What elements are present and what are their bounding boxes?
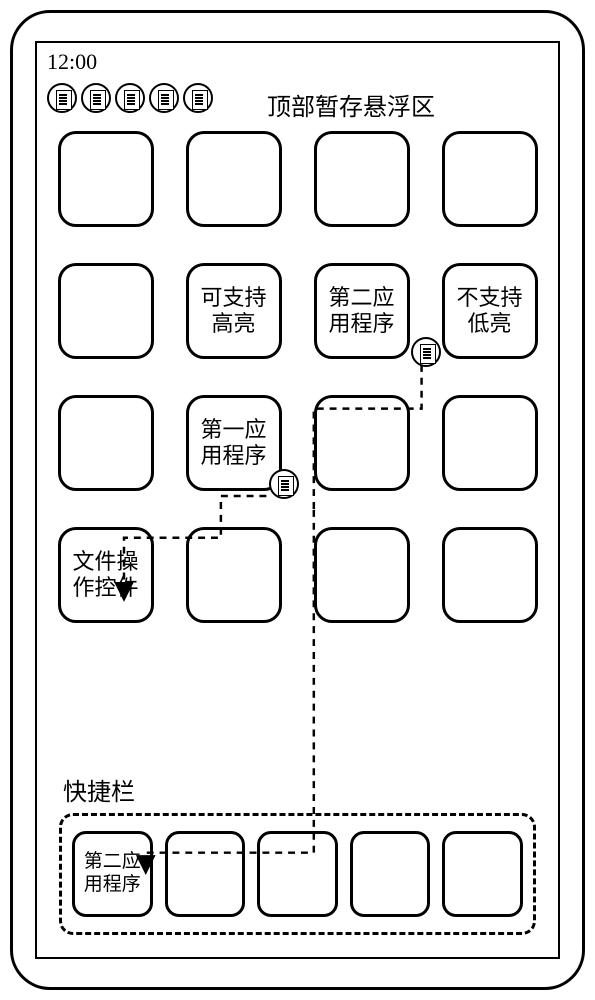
quickbar-item[interactable] — [257, 831, 338, 917]
app-icon-highlight-support[interactable]: 可支持高亮 — [186, 263, 282, 359]
status-time: 12:00 — [47, 49, 97, 75]
app-grid: 可支持高亮 第二应用程序 不支持低亮 第一应用程序 文件操作控件 — [37, 131, 558, 659]
quickbar-item-second-app[interactable]: 第二应用程序 — [72, 831, 153, 917]
top-doc-row — [47, 83, 213, 113]
quickbar-label: 快捷栏 — [63, 772, 135, 807]
app-icon[interactable] — [58, 131, 154, 227]
doc-icon[interactable] — [115, 83, 145, 113]
quickbar-item[interactable] — [165, 831, 246, 917]
device-frame: 12:00 顶部暂存悬浮区 可支持高亮 第二应用程序 不支持低亮 — [10, 10, 585, 990]
app-icon[interactable] — [442, 527, 538, 623]
top-float-label: 顶部暂存悬浮区 — [267, 87, 435, 122]
app-icon[interactable] — [314, 131, 410, 227]
screen: 12:00 顶部暂存悬浮区 可支持高亮 第二应用程序 不支持低亮 — [35, 41, 560, 959]
app-icon[interactable] — [58, 263, 154, 359]
app-icon[interactable] — [314, 395, 410, 491]
app-icon[interactable] — [186, 527, 282, 623]
drag-doc-icon[interactable] — [269, 469, 299, 499]
app-icon-file-op-control[interactable]: 文件操作控件 — [58, 527, 154, 623]
quickbar: 第二应用程序 — [59, 813, 536, 935]
app-icon[interactable] — [314, 527, 410, 623]
drag-doc-icon[interactable] — [411, 337, 441, 367]
app-icon-second-app[interactable]: 第二应用程序 — [314, 263, 410, 359]
grid-row: 可支持高亮 第二应用程序 不支持低亮 — [37, 263, 558, 359]
grid-row: 文件操作控件 — [37, 527, 558, 623]
doc-icon[interactable] — [81, 83, 111, 113]
grid-row — [37, 131, 558, 227]
app-icon[interactable] — [442, 395, 538, 491]
app-icon-first-app[interactable]: 第一应用程序 — [186, 395, 282, 491]
app-icon[interactable] — [442, 131, 538, 227]
doc-icon[interactable] — [149, 83, 179, 113]
doc-icon[interactable] — [183, 83, 213, 113]
quickbar-item[interactable] — [442, 831, 523, 917]
quickbar-item[interactable] — [350, 831, 431, 917]
app-icon-no-highlight[interactable]: 不支持低亮 — [442, 263, 538, 359]
app-icon[interactable] — [186, 131, 282, 227]
doc-icon[interactable] — [47, 83, 77, 113]
app-icon[interactable] — [58, 395, 154, 491]
